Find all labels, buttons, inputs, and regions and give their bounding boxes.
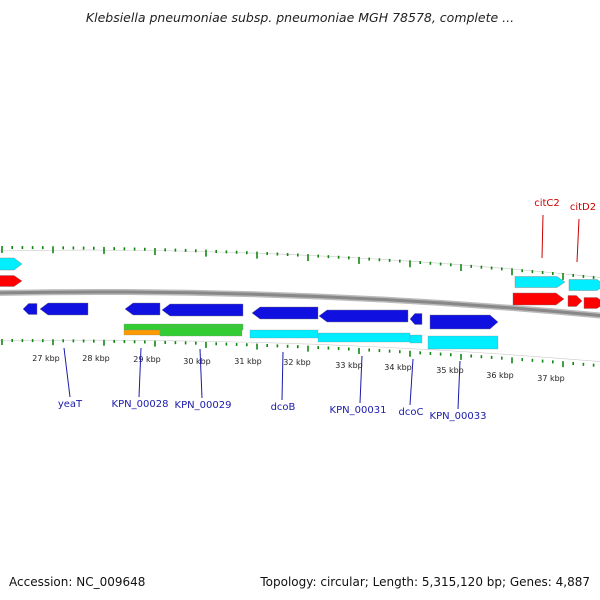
gene-KPN_00028[interactable]	[124, 302, 161, 316]
gene-KPN_00029[interactable]	[161, 303, 244, 317]
gene-small-blue[interactable]	[22, 303, 38, 315]
axis-label: 30 kbp	[183, 357, 211, 366]
gene-citC2[interactable]	[512, 292, 565, 306]
axis-label: 36 kbp	[486, 371, 514, 380]
gene-label-bottom[interactable]: KPN_00033	[430, 411, 487, 422]
gene-dcoC[interactable]	[409, 313, 423, 325]
gene-label-bottom[interactable]: yeaT	[58, 399, 83, 410]
gene-label-bottom[interactable]: dcoB	[271, 402, 296, 413]
gene-label-connector	[457, 360, 461, 410]
feature-orange-bar[interactable]	[123, 329, 161, 336]
gene-citD2[interactable]	[583, 297, 600, 309]
reverse-track-guide	[0, 339, 600, 362]
gene-label-connector	[409, 358, 414, 406]
axis-label: 32 kbp	[283, 358, 311, 367]
gene-yeaT[interactable]	[39, 302, 89, 316]
gene-KPN_00031[interactable]	[318, 309, 409, 323]
gene-label-bottom[interactable]: KPN_00028	[112, 399, 169, 410]
page-title: Klebsiella pneumoniae subsp. pneumoniae …	[85, 10, 515, 25]
scale-ticks	[1, 246, 595, 368]
axis-label: 31 kbp	[234, 357, 262, 366]
gene-label-connector	[63, 347, 71, 398]
gene-label-top[interactable]: citC2	[534, 198, 560, 209]
axis-label: 35 kbp	[436, 366, 464, 375]
gene-label-connector	[541, 214, 544, 259]
feature-cyan-bar[interactable]	[427, 335, 499, 350]
gene-dcoB[interactable]	[251, 306, 319, 320]
gene-label-bottom[interactable]: KPN_00031	[330, 405, 387, 416]
genome-summary: Topology: circular; Length: 5,315,120 bp…	[260, 575, 590, 589]
gene-label-top[interactable]: citD2	[570, 202, 596, 213]
gene-label-connector	[359, 355, 363, 404]
axis-label: 29 kbp	[133, 355, 161, 364]
gene-label-bottom[interactable]: dcoC	[399, 407, 424, 418]
gene-label-connector	[138, 347, 142, 398]
gene-label-bottom[interactable]: KPN_00029	[175, 400, 232, 411]
gene-citD2-cyan[interactable]	[568, 279, 600, 291]
axis-label: 33 kbp	[335, 361, 363, 370]
gene-label-connector	[576, 218, 580, 263]
accession-label: Accession: NC_009648	[9, 575, 146, 589]
feature-green-bar[interactable]	[159, 326, 243, 337]
feature-cyan-bar[interactable]	[249, 329, 319, 339]
gene-cyan-forward[interactable]	[0, 257, 23, 271]
gene-red-small[interactable]	[567, 295, 583, 307]
axis-label: 34 kbp	[384, 363, 412, 372]
gene-label-connector	[199, 348, 203, 399]
genome-backbone	[0, 290, 600, 318]
gene-label-connector	[281, 351, 284, 401]
feature-cyan-bar[interactable]	[317, 332, 411, 343]
axis-label: 27 kbp	[32, 354, 60, 363]
axis-label: 37 kbp	[537, 374, 565, 383]
forward-track-guide	[0, 249, 600, 278]
gene-citC2-cyan[interactable]	[514, 276, 566, 288]
feature-cyan-bar[interactable]	[409, 334, 423, 344]
axis-label: 28 kbp	[82, 354, 110, 363]
gene-red-forward[interactable]	[0, 275, 23, 287]
gene-KPN_00033[interactable]	[429, 314, 499, 330]
